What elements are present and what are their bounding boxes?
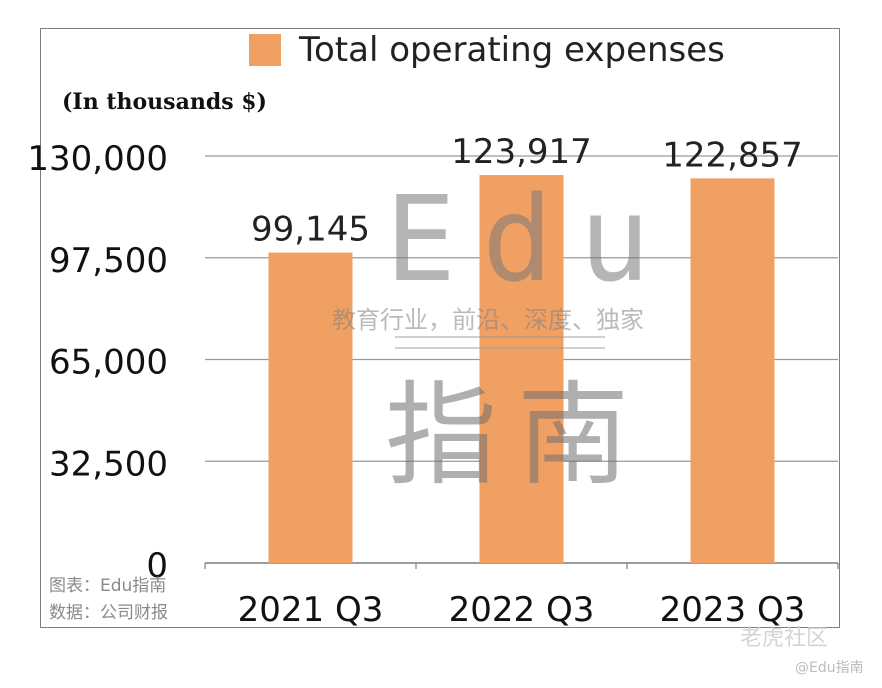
bar (268, 252, 353, 563)
handle-watermark: @Edu指南 (795, 660, 864, 676)
watermark-edu: Edu (385, 170, 677, 308)
y-tick-label: 97,500 (49, 241, 168, 281)
x-category-label: 2021 Q3 (238, 590, 384, 630)
data-source-note: 数据：公司财报 (49, 603, 168, 623)
platform-watermark: 老虎社区 (740, 626, 829, 651)
data-label: 123,917 (451, 132, 592, 172)
y-tick-label: 130,000 (27, 139, 168, 179)
bar (690, 178, 775, 563)
watermark-divider (395, 347, 605, 349)
watermark-divider (395, 336, 605, 338)
legend-swatch (249, 34, 281, 66)
units-label: (In thousands $) (62, 89, 267, 115)
x-category-label: 2022 Q3 (449, 590, 595, 630)
legend-label: Total operating expenses (299, 30, 725, 70)
watermark-cn: 指南 (385, 371, 649, 501)
y-tick-label: 32,500 (49, 444, 168, 484)
watermark-tagline: 教育行业，前沿、深度、独家 (332, 306, 644, 334)
y-tick-label: 65,000 (49, 343, 168, 383)
y-tick-label: 0 (146, 546, 168, 586)
data-label: 122,857 (662, 135, 803, 175)
data-label: 99,145 (251, 210, 370, 250)
chart-source-note: 图表：Edu指南 (49, 576, 167, 596)
bar (479, 175, 564, 563)
x-category-label: 2023 Q3 (660, 590, 806, 630)
chart-frame (40, 28, 840, 628)
